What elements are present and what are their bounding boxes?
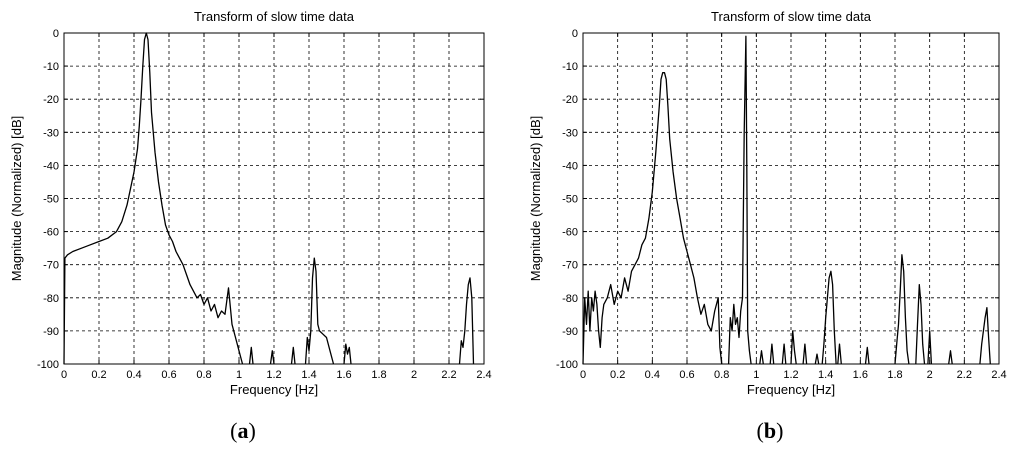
- chart-b: 0 0.2 0.4 0.6 0.8 1 1.2 1.4 1.6 1.8 2 2.2 2.4 0 -10 -20…: [528, 9, 1007, 397]
- chart-a-series-line: [63, 32, 244, 365]
- chart-b-y-tick-label: -30: [562, 127, 578, 139]
- chart-b-series-line: [864, 346, 870, 365]
- chart-a-series-line: [248, 346, 254, 365]
- chart-a-x-tick-label: 2.2: [441, 369, 456, 381]
- chart-a-x-tick-label: 0.8: [196, 369, 211, 381]
- chart-b-x-tick-label: 0: [580, 369, 586, 381]
- chart-b-ylabel: Magnitude (Normalized) [dB]: [528, 116, 543, 281]
- chart-b-y-tick-label: -20: [562, 94, 578, 106]
- chart-b-xlabel: Frequency [Hz]: [747, 382, 835, 397]
- chart-a-y-tick-label: -70: [43, 260, 59, 272]
- chart-a-x-tick-label: 1.6: [336, 369, 351, 381]
- chart-b-x-tick-label: 1.6: [853, 369, 868, 381]
- chart-a-y-tick-label: -20: [43, 94, 59, 106]
- chart-a: 0 0.2 0.4 0.6 0.8 1 1.2 1.4 1.6 1.8 2 2.2 2.4 0 -10 -20…: [9, 9, 492, 397]
- chart-a-x-tick-label: 0: [61, 369, 67, 381]
- chart-b-x-tick-label: 0.2: [610, 369, 625, 381]
- chart-a-y-tick-label: -100: [37, 359, 59, 371]
- chart-b-y-tick-label: -10: [562, 61, 578, 73]
- chart-b-series-line: [727, 35, 752, 365]
- chart-a-title: Transform of slow time data: [194, 9, 355, 24]
- chart-a-x-tick-label: 2: [411, 369, 417, 381]
- chart-a-x-tick-label: 2.4: [476, 369, 491, 381]
- chart-a-series-line: [458, 277, 475, 365]
- chart-a-series-line: [304, 257, 335, 365]
- chart-a-x-tick-label: 1.4: [301, 369, 316, 381]
- chart-a-y-tick-label: -50: [43, 194, 59, 206]
- chart-b-x-tick-label: 0.4: [645, 369, 660, 381]
- chart-b-series-line: [915, 283, 926, 365]
- chart-b-y-tick-label: -80: [562, 293, 578, 305]
- chart-a-x-tick-label: 1: [236, 369, 242, 381]
- chart-b-y-tick-label: -90: [562, 326, 578, 338]
- chart-b-series-line: [837, 343, 842, 365]
- chart-b-x-tick-label: 1: [753, 369, 759, 381]
- chart-b-series-line: [927, 330, 933, 365]
- chart-b-series-line: [948, 350, 953, 365]
- chart-b-series-line: [979, 307, 991, 365]
- chart-b-x-tick-label: 0.8: [714, 369, 729, 381]
- chart-a-x-tick-label: 0.4: [126, 369, 141, 381]
- chart-b-y-tick-label: -70: [562, 260, 578, 272]
- chart-b-x-tick-label: 2.4: [991, 369, 1006, 381]
- chart-b-series-line: [802, 343, 808, 365]
- chart-b-series-line: [781, 343, 787, 365]
- chart-b-y-tick-label: -40: [562, 160, 578, 172]
- chart-a-series-line: [269, 350, 275, 365]
- chart-a-x-tick-label: 0.6: [161, 369, 176, 381]
- chart-b-series-line: [894, 254, 910, 365]
- caption-a-letter: a: [237, 418, 249, 443]
- chart-a-y-tick-label: -10: [43, 61, 59, 73]
- chart-a-y-tick-label: -40: [43, 160, 59, 172]
- chart-b-series-line: [759, 350, 764, 365]
- chart-a-x-tick-label: 1.8: [371, 369, 386, 381]
- chart-b-y-tick-label: -100: [556, 359, 578, 371]
- chart-a-y-tick-label: -60: [43, 227, 59, 239]
- chart-a-series-line: [290, 346, 296, 365]
- chart-b-y-tick-label: -60: [562, 227, 578, 239]
- chart-a-y-tick-label: -90: [43, 326, 59, 338]
- chart-b-x-tick-label: 2.2: [957, 369, 972, 381]
- chart-b-x-tick-label: 0.6: [679, 369, 694, 381]
- chart-b-title: Transform of slow time data: [711, 9, 872, 24]
- chart-b-series-line: [790, 330, 797, 365]
- chart-a-ylabel: Magnitude (Normalized) [dB]: [9, 116, 24, 281]
- chart-b-y-tick-label: -50: [562, 194, 578, 206]
- chart-b-series-line: [814, 353, 820, 365]
- chart-a-x-tick-label: 0.2: [91, 369, 106, 381]
- chart-a-xlabel: Frequency [Hz]: [230, 382, 318, 397]
- chart-a-y-tick-label: -30: [43, 127, 59, 139]
- chart-b-x-tick-label: 1.8: [887, 369, 902, 381]
- chart-b-series-line: [769, 343, 775, 365]
- chart-a-x-tick-label: 1.2: [266, 369, 281, 381]
- chart-b-x-tick-label: 1.2: [783, 369, 798, 381]
- chart-b-series-line: [582, 72, 723, 365]
- chart-a-y-tick-label: -80: [43, 293, 59, 305]
- caption-a: (a): [230, 418, 256, 443]
- chart-a-series-line: [343, 343, 352, 365]
- chart-b-y-tick-label: 0: [572, 28, 578, 40]
- caption-b-letter: b: [763, 418, 777, 443]
- chart-b-series-line: [821, 270, 837, 365]
- chart-b-x-tick-label: 2: [927, 369, 933, 381]
- chart-b-x-tick-label: 1.4: [818, 369, 833, 381]
- caption-b: (b): [756, 418, 784, 443]
- chart-a-y-tick-label: 0: [53, 28, 59, 40]
